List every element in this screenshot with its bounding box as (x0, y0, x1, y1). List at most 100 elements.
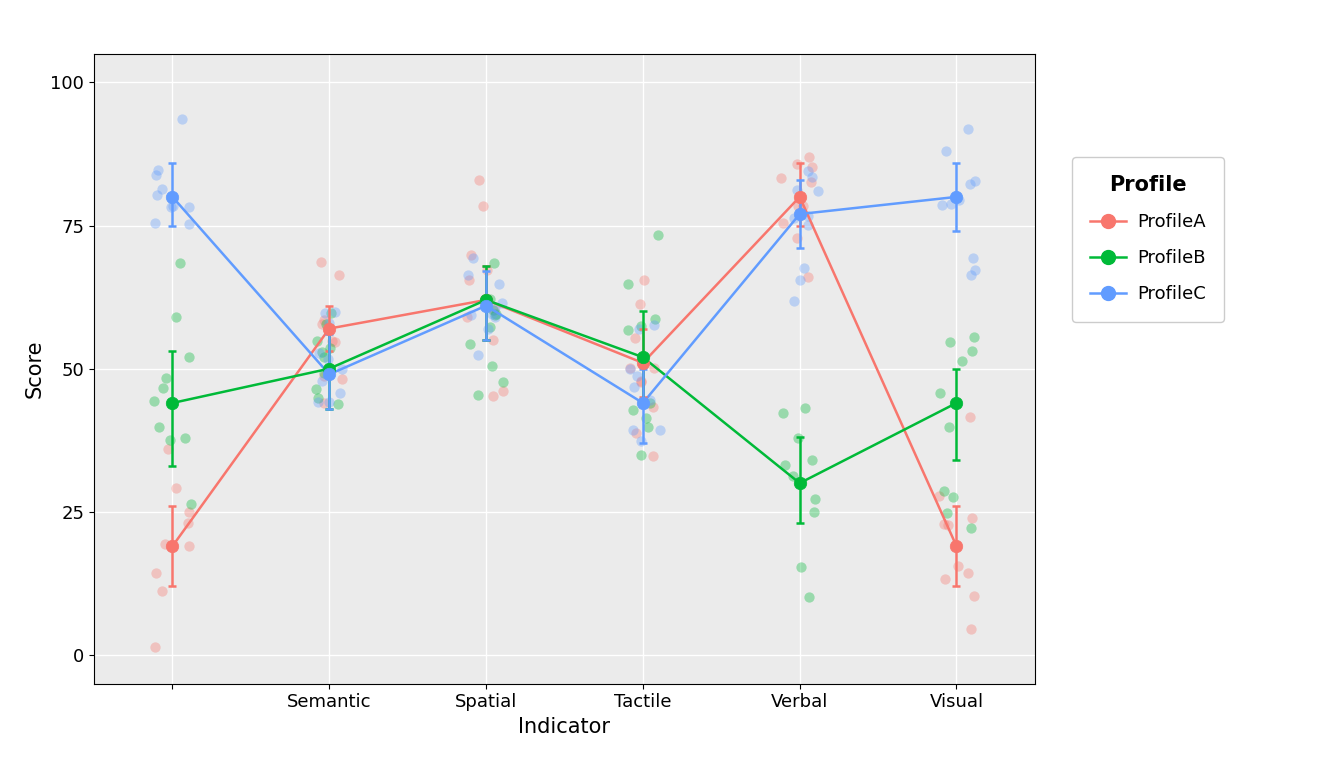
Point (789, 273, 810, 286)
Point (797, 271, 818, 283)
Point (312, 317, 333, 329)
Point (329, 269, 351, 281)
Point (317, 353, 339, 366)
Point (935, 145, 957, 157)
Point (933, 485, 954, 497)
Point (146, 189, 168, 201)
Point (461, 309, 482, 321)
Point (939, 336, 961, 348)
Point (964, 330, 985, 343)
Point (309, 347, 331, 359)
Point (964, 590, 985, 602)
Legend: ProfileA, ProfileB, ProfileC: ProfileA, ProfileB, ProfileC (1073, 157, 1224, 322)
Point (462, 252, 484, 264)
Point (786, 232, 808, 244)
Point (617, 278, 638, 290)
Point (644, 362, 665, 374)
Point (481, 360, 503, 372)
Point (144, 395, 165, 407)
Point (937, 518, 958, 531)
Point (484, 300, 505, 313)
Point (939, 198, 961, 210)
Point (179, 350, 200, 362)
Point (937, 507, 958, 519)
Point (316, 318, 337, 330)
Point (797, 164, 818, 177)
Point (622, 424, 644, 436)
Point (457, 269, 478, 281)
Point (179, 505, 200, 518)
Point (617, 324, 638, 336)
Point (625, 332, 646, 344)
Point (633, 273, 655, 286)
Point (770, 172, 792, 184)
Point (782, 470, 804, 482)
Point (313, 370, 335, 382)
Point (145, 217, 167, 229)
Point (804, 506, 825, 518)
Point (773, 217, 794, 230)
Point (477, 323, 499, 335)
Point (797, 219, 818, 231)
Point (961, 269, 982, 281)
Point (632, 351, 653, 363)
Point (476, 294, 497, 306)
Point (328, 398, 349, 410)
Point (961, 512, 982, 525)
Point (934, 573, 956, 585)
Point (624, 380, 645, 392)
Point (161, 540, 183, 552)
Point (960, 623, 981, 635)
Point (313, 367, 335, 379)
X-axis label: Indicator: Indicator (519, 717, 610, 737)
Point (964, 174, 985, 187)
Point (458, 273, 480, 286)
Point (177, 517, 199, 529)
Point (151, 585, 172, 598)
Point (476, 294, 497, 306)
Point (964, 264, 985, 276)
Point (774, 458, 796, 471)
Point (484, 303, 505, 316)
Point (310, 375, 332, 387)
Point (789, 208, 810, 220)
Point (468, 349, 489, 361)
Point (305, 383, 327, 396)
Point (457, 311, 478, 323)
Point (460, 249, 481, 261)
Point (808, 185, 829, 197)
Point (789, 190, 810, 203)
Point (794, 402, 816, 415)
Point (306, 396, 328, 409)
Point (169, 257, 191, 269)
Point (788, 200, 809, 212)
Point (773, 407, 794, 419)
Point (946, 397, 968, 409)
Point (784, 295, 805, 307)
Point (306, 392, 328, 405)
Point (159, 435, 180, 447)
Point (786, 184, 808, 196)
Point (484, 311, 505, 323)
Point (482, 334, 504, 346)
Point (649, 424, 671, 436)
Point (151, 183, 172, 195)
Point (640, 396, 661, 409)
Point (321, 335, 343, 347)
Point (319, 396, 340, 408)
Point (802, 170, 824, 183)
Point (633, 398, 655, 410)
Point (618, 362, 640, 375)
Point (468, 174, 489, 187)
Point (485, 308, 507, 320)
Point (801, 453, 823, 465)
Point (482, 389, 504, 402)
Point (961, 346, 982, 358)
Point (491, 296, 512, 309)
Point (478, 321, 500, 333)
Point (798, 591, 820, 603)
Point (480, 293, 501, 306)
Point (319, 368, 340, 380)
Point (172, 112, 194, 124)
Point (938, 421, 960, 433)
